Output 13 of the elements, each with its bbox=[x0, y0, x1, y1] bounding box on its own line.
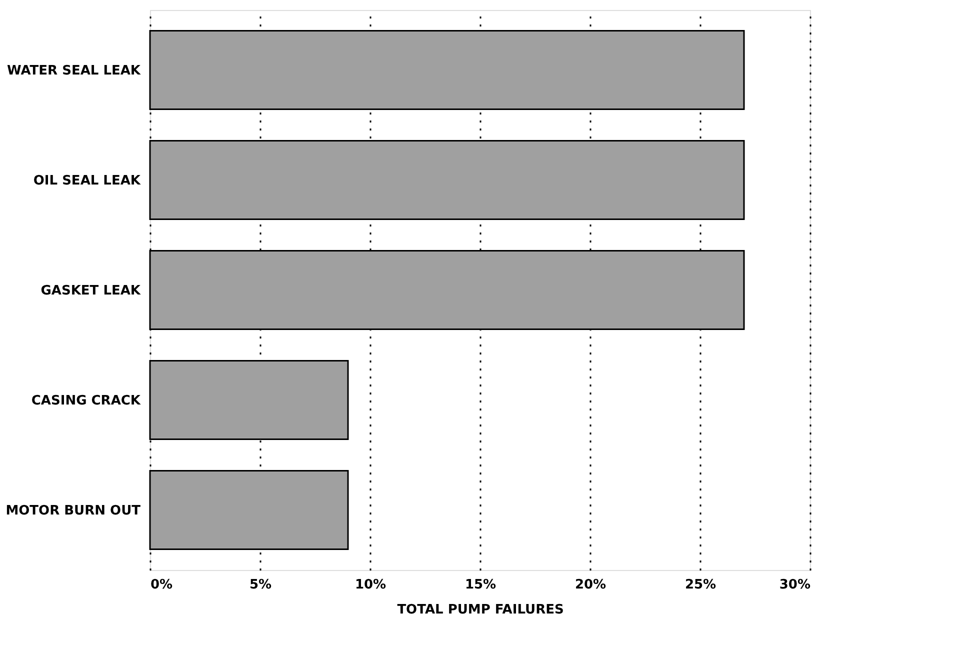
y-tick-label: OIL SEAL LEAK bbox=[33, 174, 142, 188]
y-tick-label: WATER SEAL LEAK bbox=[6, 64, 142, 78]
x-tick-label: 5% bbox=[249, 578, 272, 592]
y-tick-label: GASKET LEAK bbox=[40, 284, 142, 298]
y-tick-label: CASING CRACK bbox=[31, 394, 142, 408]
x-tick-label: 0% bbox=[150, 578, 173, 592]
x-tick-label: 25% bbox=[684, 578, 716, 592]
x-tick-label: 30% bbox=[779, 578, 810, 592]
x-axis-title: TOTAL PUMP FAILURES bbox=[397, 602, 564, 618]
y-tick-label: MOTOR BURN OUT bbox=[6, 504, 141, 518]
x-tick-label: 15% bbox=[464, 578, 496, 592]
x-tick-label: 10% bbox=[354, 578, 386, 592]
x-tick-label: 20% bbox=[574, 578, 606, 592]
